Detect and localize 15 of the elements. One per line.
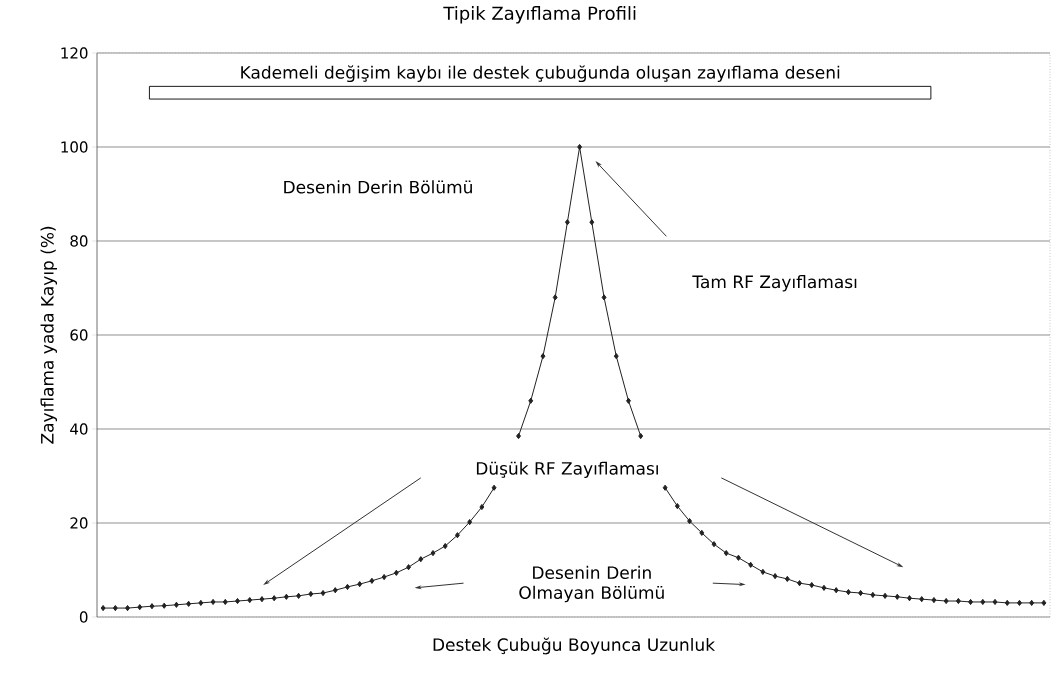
y-tick-label: 120 (61, 47, 88, 59)
annotation: Desenin Derin Bölümü (284, 180, 472, 194)
x-axis-title: Destek Çubuğu Boyunca Uzunluk (433, 637, 716, 655)
y-tick-label: 40 (70, 423, 88, 435)
y-tick-label: 60 (70, 329, 88, 341)
y-tick-label: 100 (61, 141, 88, 153)
annotation: Tam RF Zayıflaması (692, 275, 857, 292)
annotation: Düşük RF Zayıflaması (476, 461, 658, 479)
y-axis-title: Zayıflama yada Kayıp (%) (40, 226, 57, 444)
y-tick-label: 20 (70, 517, 88, 529)
annotation: Desenin Derin Olmayan Bölümü (519, 565, 664, 603)
y-tick-label: 0 (79, 611, 88, 623)
y-tick-label: 80 (70, 235, 88, 247)
chart-title: Tipik Zayıflama Profili (443, 6, 636, 24)
annotation: Kademeli değişim kaybı ile destek çubuğunda oluşan zayıflama deseni (241, 65, 840, 83)
